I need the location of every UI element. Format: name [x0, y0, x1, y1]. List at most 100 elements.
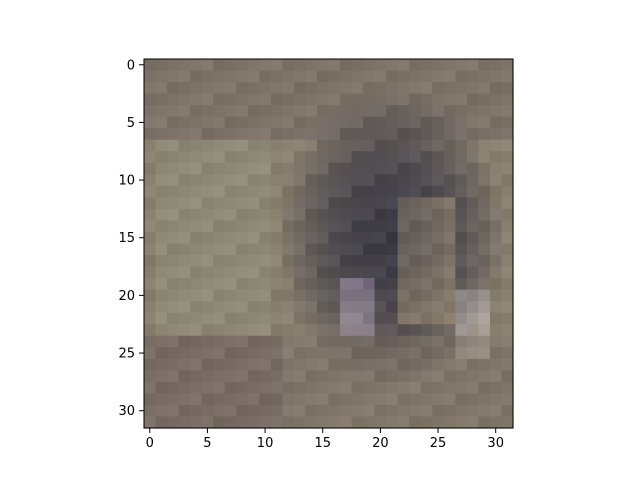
image-pixel: [329, 128, 341, 140]
image-pixel: [190, 278, 202, 290]
image-pixel: [225, 128, 237, 140]
image-pixel: [398, 324, 410, 336]
image-pixel: [225, 370, 237, 382]
image-pixel: [156, 393, 168, 405]
image-pixel: [444, 117, 456, 129]
image-pixel: [156, 71, 168, 83]
image-pixel: [444, 59, 456, 71]
image-pixel: [144, 117, 156, 129]
image-pixel: [144, 244, 156, 256]
image-pixel: [386, 278, 398, 290]
image-pixel: [305, 128, 317, 140]
image-pixel: [455, 128, 467, 140]
image-pixel: [317, 128, 329, 140]
image-pixel: [375, 370, 387, 382]
image-pixel: [248, 336, 260, 348]
image-pixel: [167, 232, 179, 244]
image-pixel: [490, 105, 502, 117]
image-pixel: [167, 324, 179, 336]
image-pixel: [421, 313, 433, 325]
image-pixel: [501, 278, 513, 290]
image-pixel: [398, 255, 410, 267]
image-pixel: [329, 393, 341, 405]
image-pixel: [213, 416, 225, 428]
image-pixel: [352, 59, 364, 71]
image-pixel: [225, 197, 237, 209]
image-pixel: [386, 370, 398, 382]
image-pixel: [421, 71, 433, 83]
image-pixel: [329, 209, 341, 221]
image-pixel: [179, 393, 191, 405]
image-pixel: [340, 347, 352, 359]
image-pixel: [398, 94, 410, 106]
image-pixel: [478, 393, 490, 405]
image-pixel: [501, 59, 513, 71]
image-pixel: [236, 393, 248, 405]
image-pixel: [225, 209, 237, 221]
image-pixel: [167, 140, 179, 152]
image-pixel: [329, 174, 341, 186]
y-tick-label: 10: [118, 174, 135, 189]
image-pixel: [282, 94, 294, 106]
image-pixel: [455, 117, 467, 129]
image-pixel: [363, 336, 375, 348]
image-pixel: [179, 186, 191, 198]
image-pixel: [455, 140, 467, 152]
image-pixel: [179, 290, 191, 302]
image-pixel: [236, 301, 248, 313]
image-pixel: [190, 347, 202, 359]
image-pixel: [467, 313, 479, 325]
image-pixel: [213, 359, 225, 371]
y-tick-label: 25: [118, 347, 135, 362]
image-pixel: [421, 209, 433, 221]
image-pixel: [294, 71, 306, 83]
image-pixel: [317, 347, 329, 359]
image-pixel: [363, 416, 375, 428]
image-pixel: [386, 209, 398, 221]
image-pixel: [190, 313, 202, 325]
image-pixel: [490, 232, 502, 244]
image-pixel: [329, 117, 341, 129]
image-pixel: [294, 405, 306, 417]
image-pixel: [259, 174, 271, 186]
x-tick-label: 30: [487, 436, 504, 451]
image-pixel: [271, 197, 283, 209]
image-pixel: [478, 313, 490, 325]
image-pixel: [398, 347, 410, 359]
image-pixel: [386, 105, 398, 117]
image-pixel: [305, 151, 317, 163]
image-pixel: [398, 197, 410, 209]
image-pixel: [352, 105, 364, 117]
image-pixel: [271, 71, 283, 83]
image-pixel: [294, 163, 306, 175]
image-pixel: [156, 220, 168, 232]
image-pixel: [179, 382, 191, 394]
image-pixel: [444, 347, 456, 359]
image-pixel: [421, 197, 433, 209]
image-pixel: [421, 324, 433, 336]
image-pixel: [409, 290, 421, 302]
image-pixel: [294, 197, 306, 209]
image-pixel: [282, 347, 294, 359]
image-pixel: [363, 59, 375, 71]
image-pixel: [271, 393, 283, 405]
image-pixel: [213, 267, 225, 279]
image-pixel: [259, 140, 271, 152]
image-pixel: [190, 174, 202, 186]
image-pixel: [248, 105, 260, 117]
image-pixel: [156, 301, 168, 313]
image-pixel: [329, 336, 341, 348]
image-pixel: [478, 336, 490, 348]
image-pixel: [271, 232, 283, 244]
image-pixel: [501, 267, 513, 279]
image-pixel: [294, 174, 306, 186]
image-pixel: [375, 347, 387, 359]
image-pixel: [259, 94, 271, 106]
image-pixel: [259, 220, 271, 232]
image-pixel: [213, 71, 225, 83]
image-pixel: [202, 151, 214, 163]
image-pixel: [455, 336, 467, 348]
image-pixel: [294, 290, 306, 302]
image-pixel: [305, 255, 317, 267]
image-pixel: [432, 151, 444, 163]
